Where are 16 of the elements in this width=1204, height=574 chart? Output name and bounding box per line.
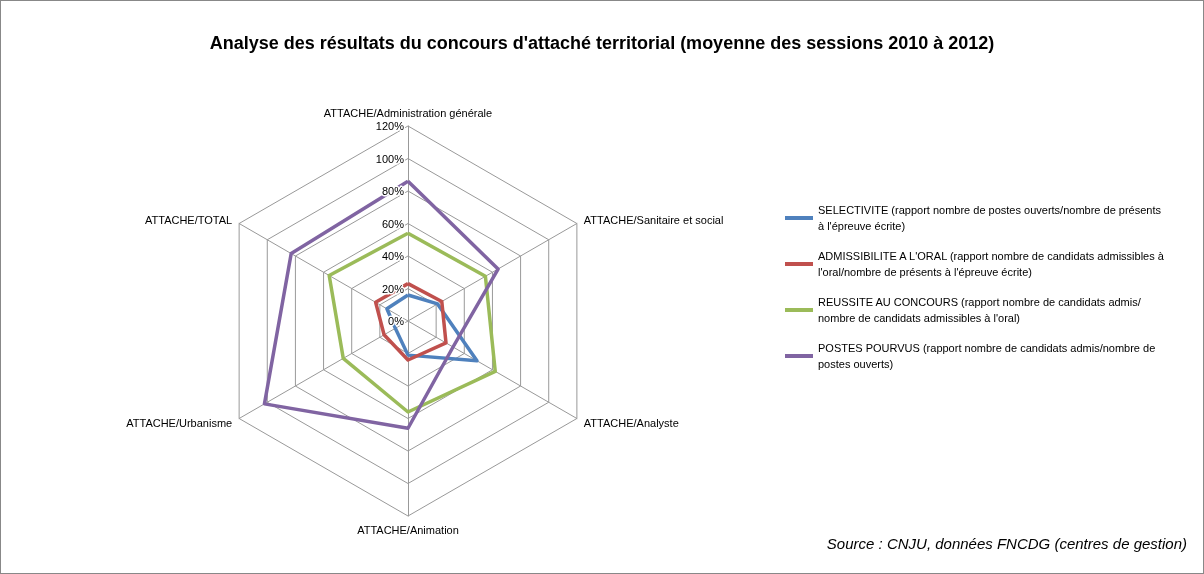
spoke-label: ATTACHE/TOTAL <box>144 213 233 226</box>
spoke-label: ATTACHE/Animation <box>357 523 459 536</box>
legend-label: SELECTIVITE (rapport nombre de postes ouverts/nombre de présents à l'épreuve écrite) <box>818 204 1165 232</box>
y-tick-label: 40% <box>381 250 405 262</box>
y-tick-label: 100% <box>375 152 405 165</box>
legend-label: REUSSITE AU CONCOURS (rapport nombre de candidats admis/ nombre de candidats admissibles à l'oral) <box>818 296 1144 324</box>
y-tick-label: 60% <box>381 217 405 230</box>
spoke-label: ATTACHE/Sanitaire et social <box>583 213 724 226</box>
chart-title: Analyse des résultats du concours d'attaché territorial (moyenne des sessions 2010 à 2012) <box>209 33 995 53</box>
source-note: Source : CNJU, données FNCDG (centres de gestion) <box>826 535 1188 552</box>
spoke-label: ATTACHE/Urbanisme <box>126 416 233 429</box>
y-tick-label: 120% <box>375 120 405 132</box>
legend-label: ADMISSIBILITE A L'ORAL (rapport nombre de candidats admissibles à l'oral/nombre de présents à l'épreuve écrite) <box>818 250 1167 278</box>
spoke-label: ATTACHE/Analyste <box>583 416 679 429</box>
legend-label: POSTES POURVUS (rapport nombre de candidats admis/nombre de postes ouverts) <box>818 342 1159 370</box>
spoke-label: ATTACHE/Administration générale <box>323 106 493 119</box>
